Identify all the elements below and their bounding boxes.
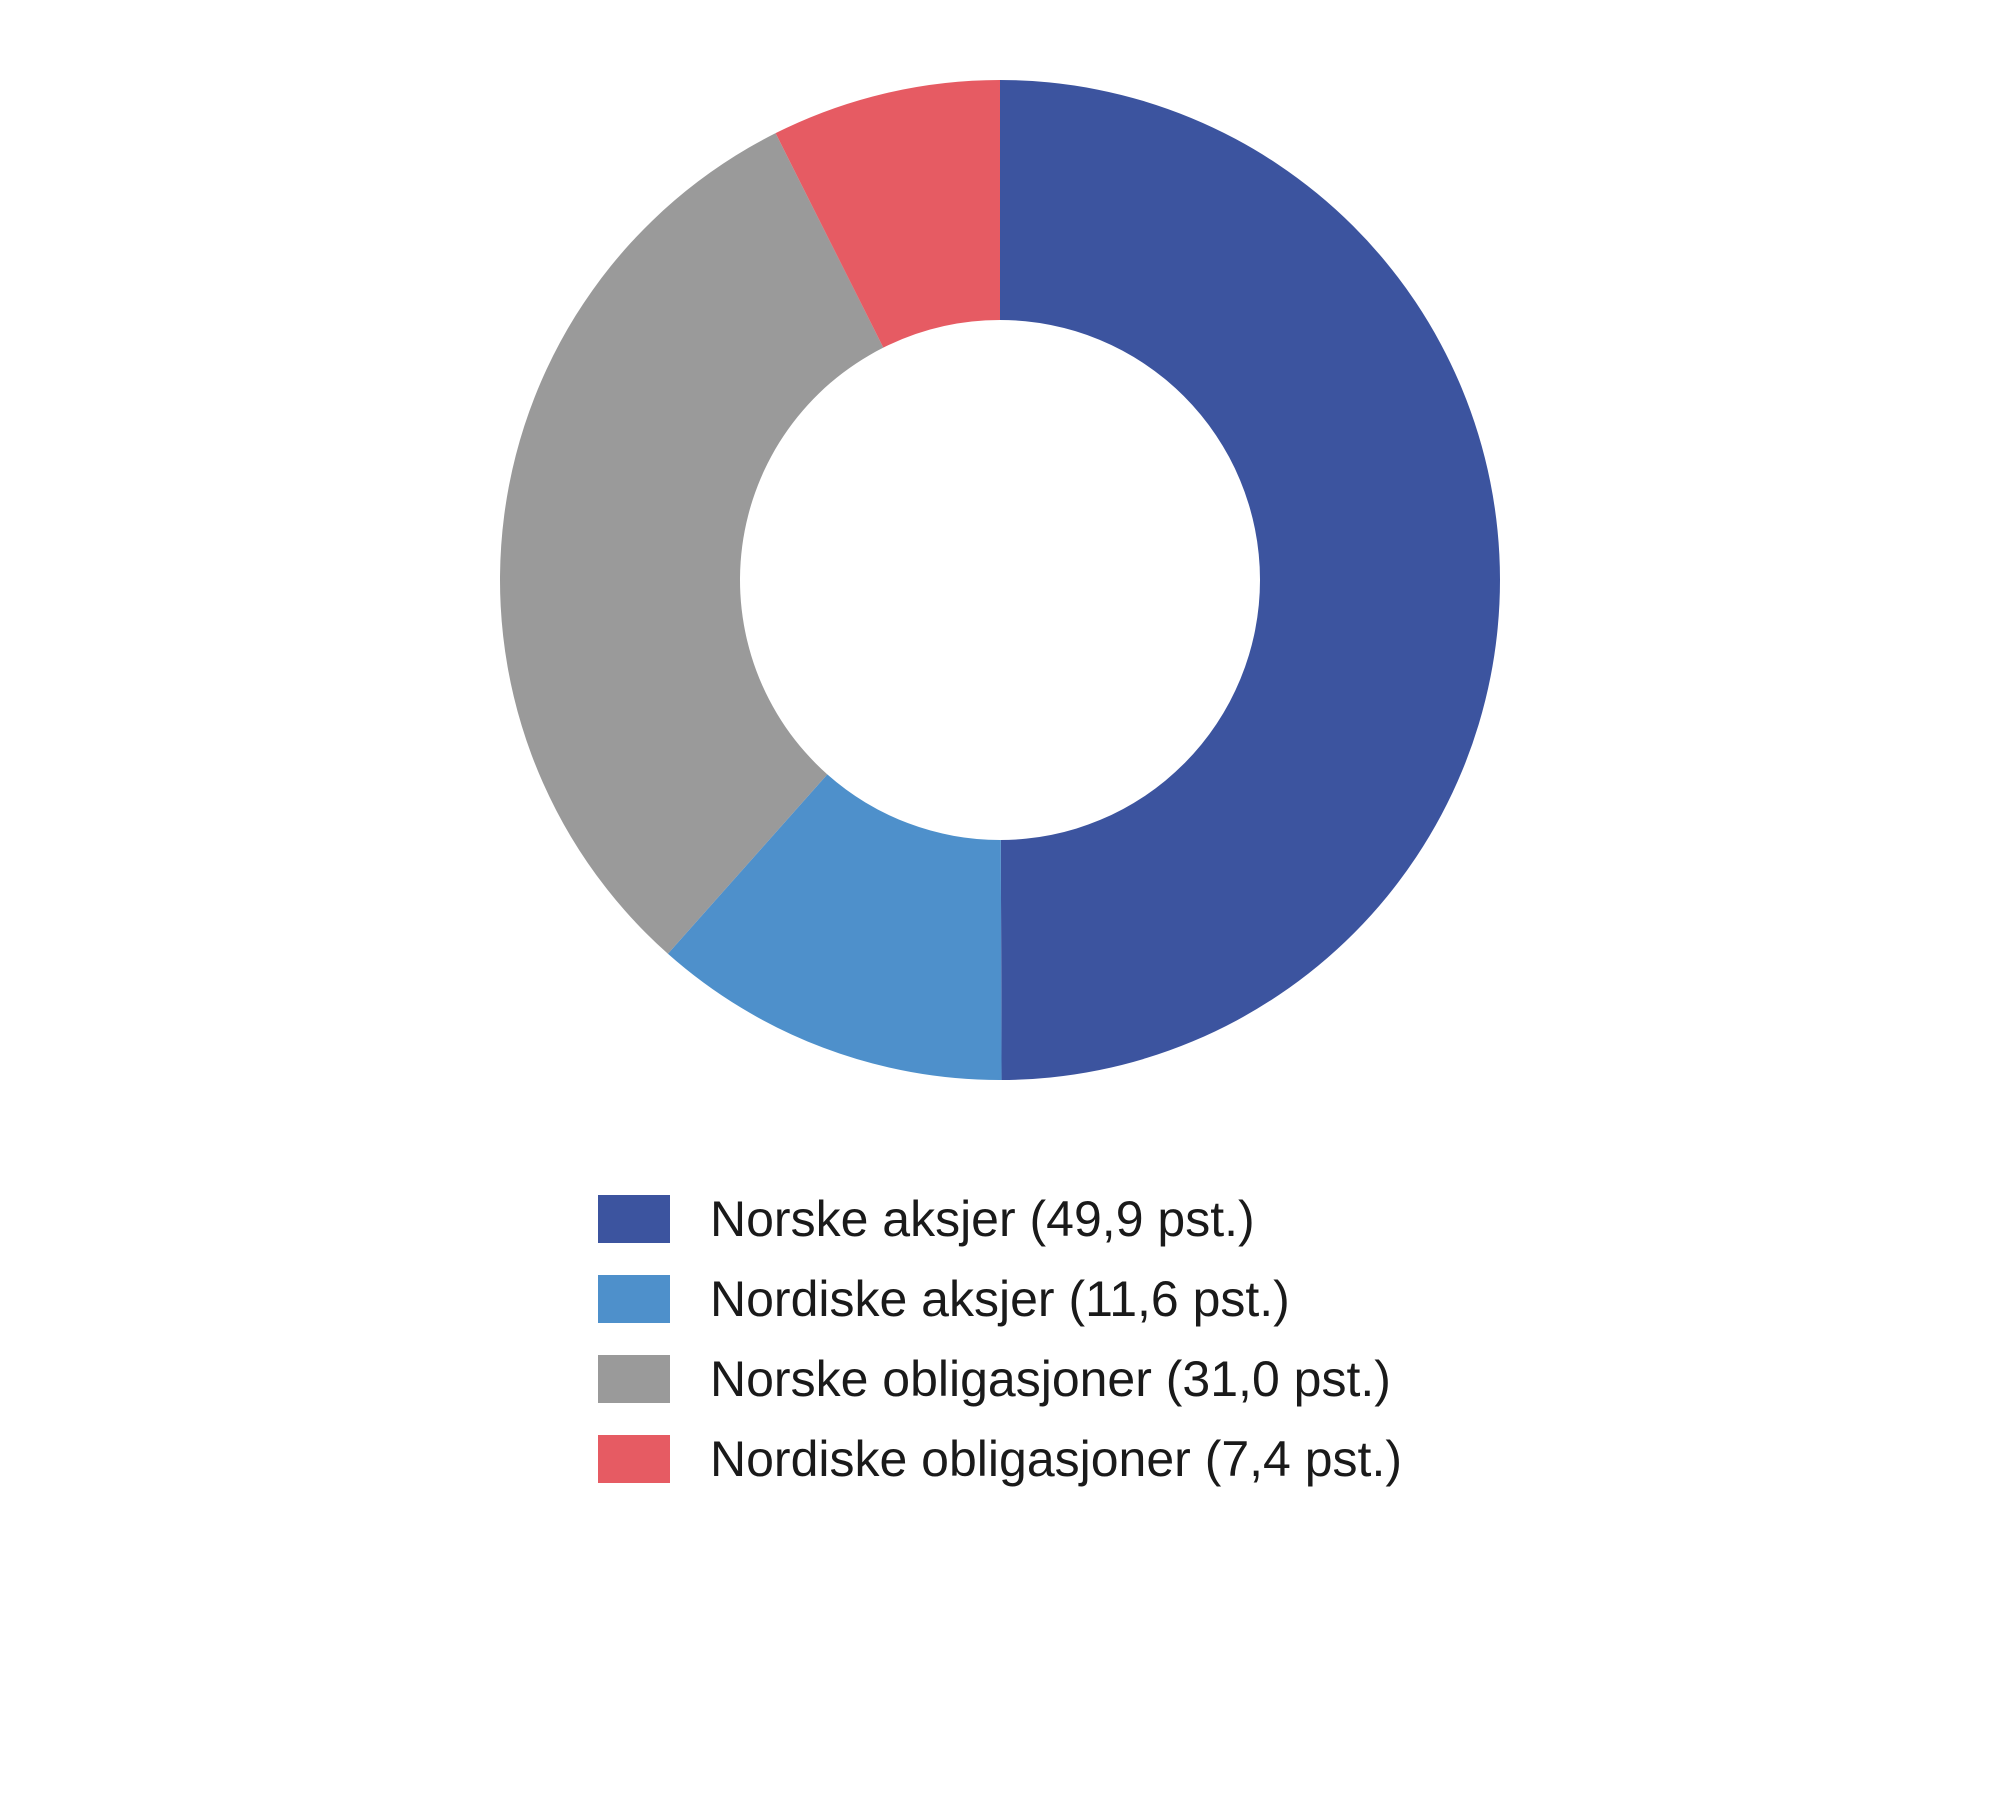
legend-swatch [598,1195,670,1243]
chart-legend: Norske aksjer (49,9 pst.) Nordiske aksjer… [598,1190,1402,1488]
legend-swatch [598,1435,670,1483]
legend-label: Nordiske aksjer (11,6 pst.) [710,1270,1290,1328]
legend-label: Norske obligasjoner (31,0 pst.) [710,1350,1391,1408]
legend-item: Norske obligasjoner (31,0 pst.) [598,1350,1402,1408]
legend-item: Nordiske aksjer (11,6 pst.) [598,1270,1402,1328]
legend-item: Nordiske obligasjoner (7,4 pst.) [598,1430,1402,1488]
legend-label: Norske aksjer (49,9 pst.) [710,1190,1255,1248]
legend-swatch [598,1355,670,1403]
donut-slice [1000,80,1500,1080]
legend-item: Norske aksjer (49,9 pst.) [598,1190,1402,1248]
donut-svg [500,80,1500,1080]
donut-chart [500,80,1500,1080]
legend-label: Nordiske obligasjoner (7,4 pst.) [710,1430,1402,1488]
donut-chart-container: Norske aksjer (49,9 pst.) Nordiske aksjer… [500,80,1500,1488]
legend-swatch [598,1275,670,1323]
